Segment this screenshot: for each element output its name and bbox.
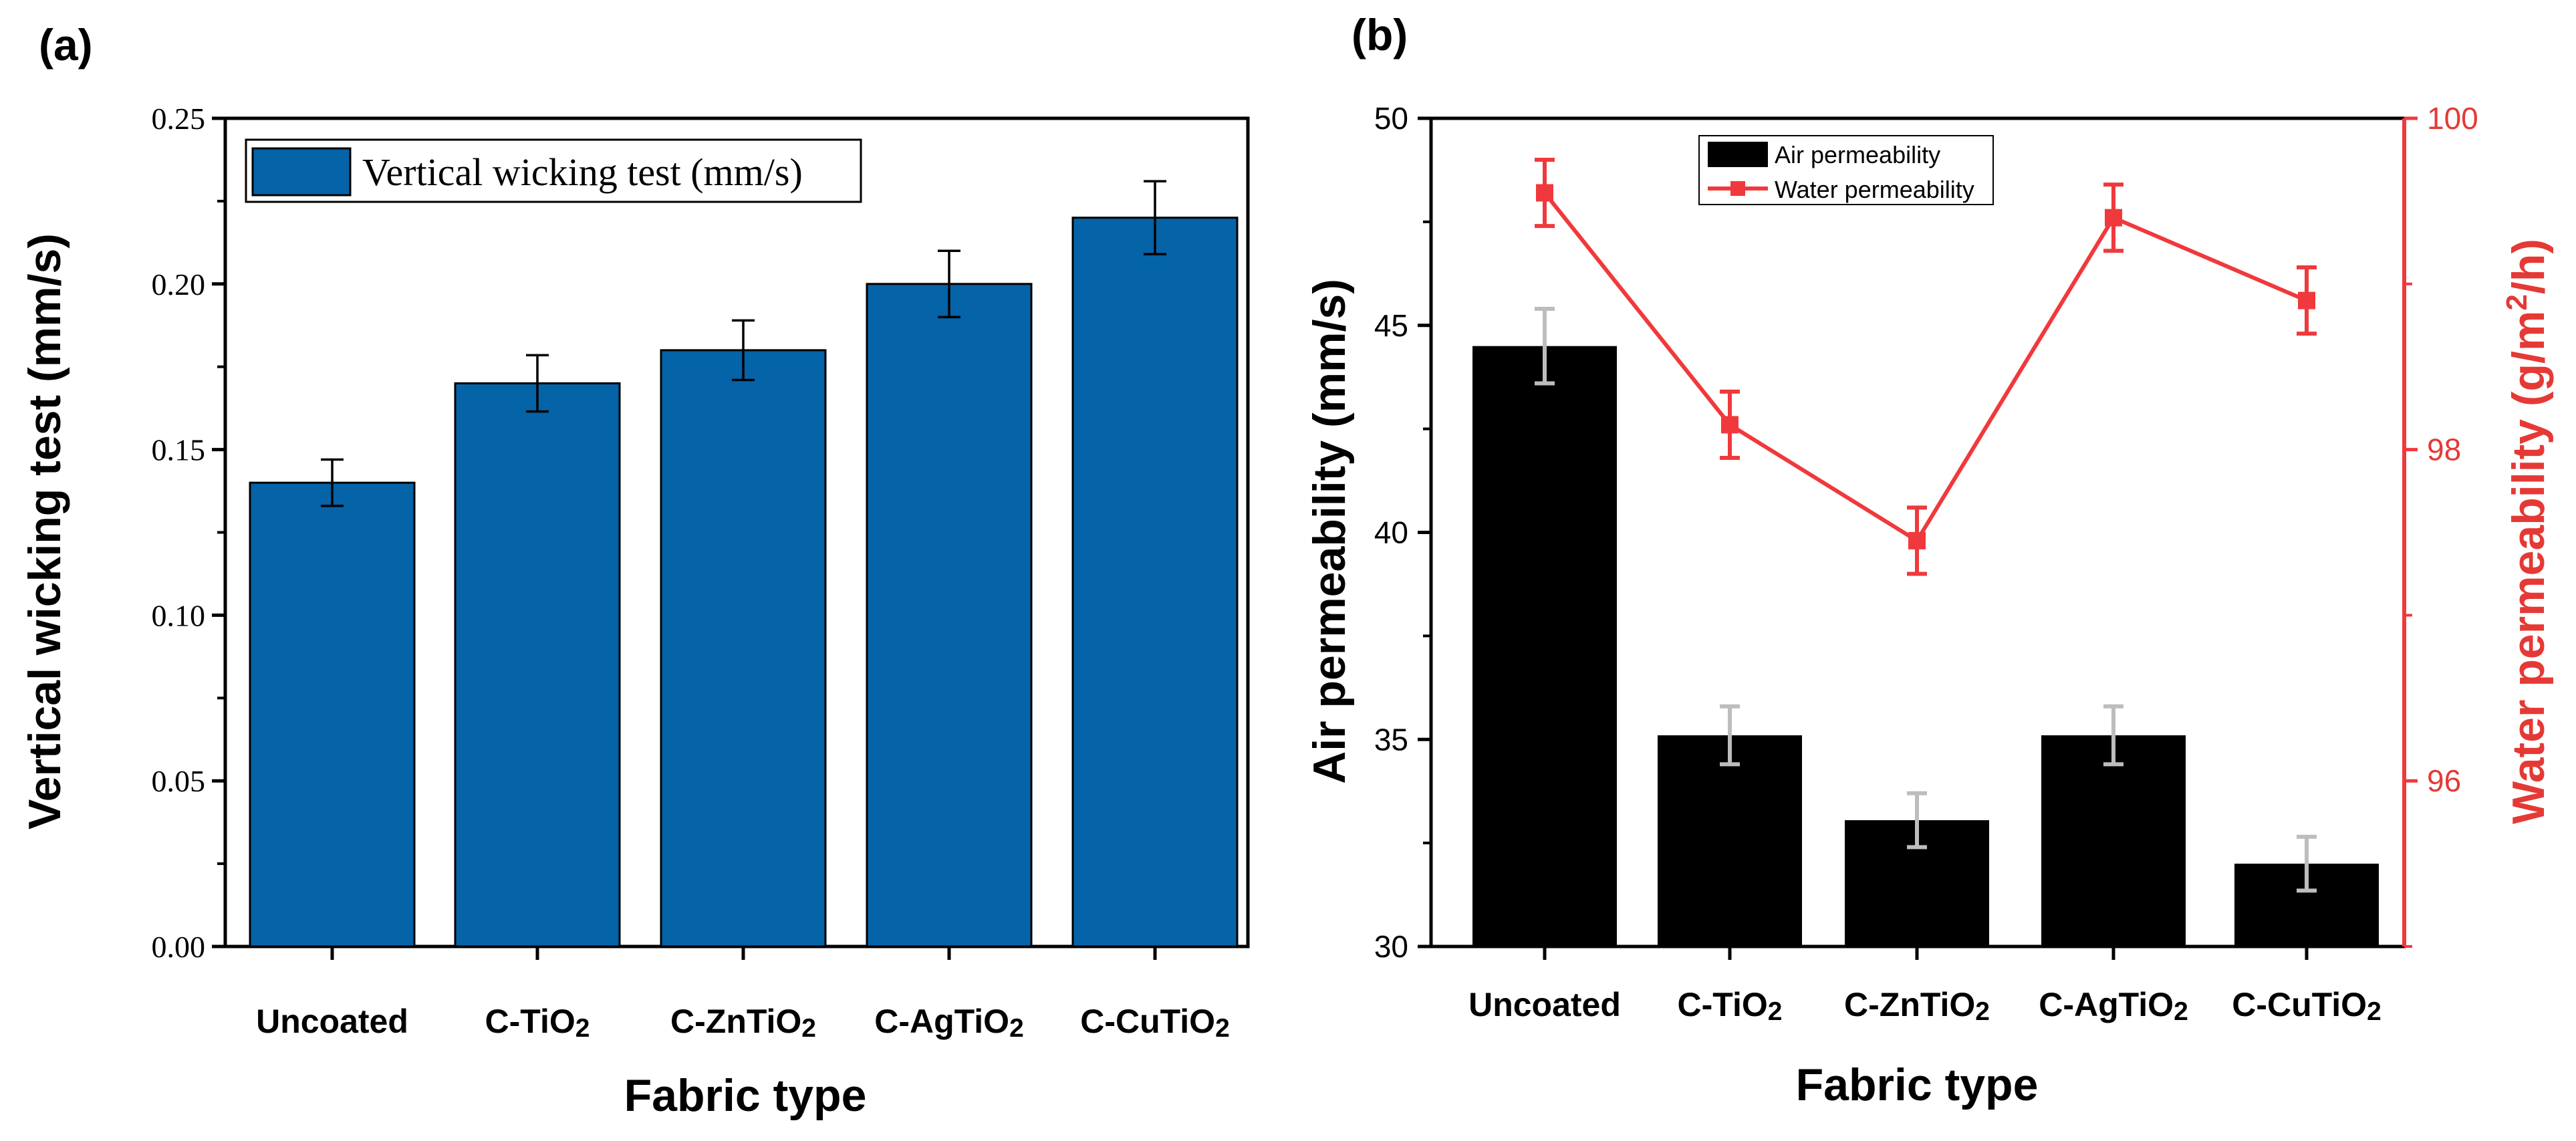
panel-b-label: (b) — [1351, 10, 1408, 59]
panel-b-y-tick-label-0: 30 — [1374, 929, 1408, 964]
panel-b-air-bar-1 — [1658, 735, 1802, 946]
panel-b-legend-swatch-air — [1708, 142, 1768, 167]
panel-a-x-axis: Uncoated C-TiO2 C-ZnTiO2 C-AgTiO2 C-CuTiO2 — [256, 946, 1230, 1043]
panel-b-right-y-title-prefix: Water permeability (g/m — [2503, 311, 2554, 824]
panel-b-x-tick-label-0: Uncoated — [1468, 986, 1621, 1023]
panel-b-legend-swatch-water-marker — [1730, 181, 1745, 196]
panel-b-x-tick-label-4-main: C-CuTiO — [2232, 986, 2367, 1023]
panel-a-x-tick-label-2-subscript: 2 — [801, 1014, 816, 1043]
panel-b-x-tick-label-0-main: Uncoated — [1468, 986, 1621, 1023]
panel-a-x-tick-label-4-subscript: 2 — [1215, 1014, 1230, 1043]
panel-a-x-tick-label-3: C-AgTiO2 — [874, 1003, 1024, 1043]
panel-b-right-y-axis-title: Water permeability (g/m2/h) — [2500, 239, 2554, 824]
panel-b-legend-label-water: Water permeability — [1775, 176, 1974, 203]
panel-a-x-tick-label-4-main: C-CuTiO — [1080, 1003, 1215, 1040]
panel-a-x-tick-label-3-main: C-AgTiO — [874, 1003, 1009, 1040]
panel-b-water-line — [1535, 157, 2317, 576]
panel-b-legend-label-air: Air permeability — [1775, 141, 1940, 168]
panel-b-y-tick-label-1: 35 — [1374, 722, 1408, 757]
panel-a-legend: Vertical wicking test (mm/s) — [245, 138, 862, 203]
panel-b-x-tick-label-3-subscript: 2 — [2174, 997, 2188, 1026]
panel-a-bar-0 — [249, 481, 416, 948]
panel-a-x-tick-label-1-main: C-TiO — [485, 1003, 575, 1040]
panel-b-x-axis-title: Fabric type — [1796, 1059, 2039, 1110]
panel-b-air-bars — [1472, 346, 2379, 946]
panel-a-bar-4 — [1071, 217, 1239, 948]
panel-b-right-y-title-suffix: /h) — [2503, 239, 2554, 294]
panel-a-x-tick-label-2-main: C-ZnTiO — [670, 1003, 801, 1040]
panel-b-water-point-2 — [1908, 531, 1926, 549]
panel-a-x-tick-label-0-main: Uncoated — [256, 1003, 408, 1040]
panel-b-right-y-title-sup: 2 — [2500, 294, 2533, 310]
panel-a-x-tick-label-1-subscript: 2 — [575, 1014, 590, 1043]
panel-a-error-bars — [321, 180, 1166, 507]
panel-a-x-tick-label-3-subscript: 2 — [1009, 1014, 1024, 1043]
panel-b-right-y-tick-label-2: 100 — [2427, 101, 2478, 136]
panel-a-x-tick-label-2: C-ZnTiO2 — [670, 1003, 816, 1043]
panel-b-x-tick-label-3-main: C-AgTiO — [2039, 986, 2174, 1023]
panel-a-y-tick-label-2: 0.10 — [152, 598, 206, 632]
panel-b-x-tick-label-1: C-TiO2 — [1678, 986, 1783, 1026]
panel-a-y-tick-label-4: 0.20 — [152, 267, 206, 301]
panel-b-right-y-tick-label-0: 96 — [2427, 763, 2461, 798]
panel-b-water-point-4 — [2298, 291, 2315, 309]
panel-b-air-bar-0 — [1472, 346, 1617, 946]
panel-b-water-line-path — [1543, 191, 2308, 544]
panel-b-x-tick-label-4: C-CuTiO2 — [2232, 986, 2381, 1026]
panel-a-y-tick-label-1: 0.05 — [152, 764, 206, 798]
panel-a-y-axis: 0.00 0.05 0.10 0.15 0.20 0.25 — [152, 102, 225, 964]
panel-b-right-y-axis: 96 98 100 — [2404, 101, 2478, 948]
panel-b-x-tick-label-2-main: C-ZnTiO — [1844, 986, 1975, 1023]
panel-b-water-point-0 — [1536, 184, 1553, 202]
panel-b-y-tick-label-2: 40 — [1374, 515, 1408, 550]
panel-b-air-bar-3 — [2041, 735, 2186, 946]
panel-a-bar-2 — [660, 349, 827, 948]
panel-b-x-tick-label-2: C-ZnTiO2 — [1844, 986, 1990, 1026]
panel-a-legend-label: Vertical wicking test (mm/s) — [362, 150, 803, 194]
panel-a-x-axis-title: Fabric type — [624, 1070, 867, 1121]
panel-a-bar-1 — [454, 382, 621, 948]
panel-b-legend: Air permeability Water permeability — [1698, 135, 1994, 205]
panel-b-left-y-axis: 30 35 40 45 50 — [1374, 101, 1431, 964]
panel-b-x-tick-label-1-subscript: 2 — [1768, 997, 1783, 1026]
panel-a-x-tick-label-4: C-CuTiO2 — [1080, 1003, 1230, 1043]
panel-b-air-error-bars — [1535, 306, 2317, 893]
panel-a-label: (a) — [39, 20, 93, 70]
panel-b-y-tick-label-3: 45 — [1374, 308, 1408, 343]
panel-a-wicking-chart: (a) 0.00 0.05 0.10 0.15 0.20 0.25 Uncoated C-T… — [19, 20, 1250, 1121]
panel-b-right-y-tick-label-1: 98 — [2427, 432, 2461, 467]
panel-a-x-tick-label-0: Uncoated — [256, 1003, 408, 1040]
panel-a-bar-3 — [866, 283, 1033, 948]
panel-b-x-tick-label-2-subscript: 2 — [1975, 997, 1990, 1026]
panel-b-x-axis: Uncoated C-TiO2 C-ZnTiO2 C-AgTiO2 C-CuTiO2 — [1468, 946, 2381, 1026]
panel-a-legend-swatch — [251, 147, 352, 197]
panel-a-y-tick-label-0: 0.00 — [152, 930, 206, 964]
panel-a-y-tick-label-3: 0.15 — [152, 433, 206, 467]
panel-a-y-tick-label-5: 0.25 — [152, 102, 206, 136]
panel-a-x-tick-label-1: C-TiO2 — [485, 1003, 590, 1043]
panel-b-x-tick-label-4-subscript: 2 — [2367, 997, 2381, 1026]
panel-b-water-point-1 — [1721, 416, 1738, 434]
panel-b-y-tick-label-4: 50 — [1374, 101, 1408, 136]
panel-b-water-point-3 — [2105, 209, 2122, 227]
panel-a-y-axis-title: Vertical wicking test (mm/s) — [19, 233, 70, 830]
panel-b-x-tick-label-3: C-AgTiO2 — [2039, 986, 2188, 1026]
panel-b-x-tick-label-1-main: C-TiO — [1678, 986, 1768, 1023]
panel-b-y-axis-title: Air permeability (mm/s) — [1304, 279, 1355, 784]
